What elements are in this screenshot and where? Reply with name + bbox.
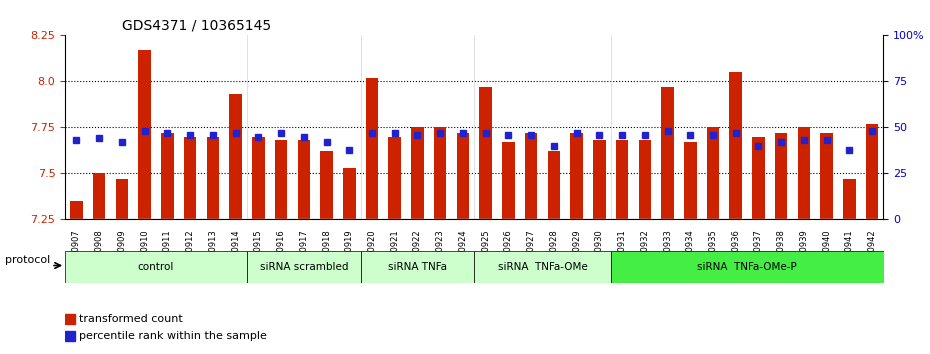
Text: control: control [138,262,174,272]
Bar [479,87,492,219]
Bar [820,133,833,219]
Bar [298,140,310,219]
Bar [844,179,856,219]
Bar [161,133,174,219]
Bar [274,140,287,219]
Bar [570,133,583,219]
Bar [365,78,379,219]
Text: siRNA TNFa: siRNA TNFa [388,262,447,272]
FancyBboxPatch shape [611,251,884,283]
FancyBboxPatch shape [361,251,474,283]
Text: transformed count: transformed count [79,314,183,324]
Bar [115,179,128,219]
Bar [616,140,629,219]
FancyBboxPatch shape [474,251,611,283]
Bar [434,127,446,219]
FancyBboxPatch shape [65,251,247,283]
Text: siRNA scrambled: siRNA scrambled [259,262,348,272]
Bar [139,50,151,219]
Bar [707,127,719,219]
Bar [343,168,355,219]
Bar [206,137,219,219]
Bar [798,127,810,219]
Bar [320,152,333,219]
Text: GDS4371 / 10365145: GDS4371 / 10365145 [123,19,272,33]
Bar [548,152,560,219]
Bar [502,142,514,219]
Bar [775,133,788,219]
Bar [593,140,605,219]
Bar [411,127,424,219]
Bar [639,140,651,219]
Bar [230,94,242,219]
Bar [93,173,105,219]
Bar [457,133,469,219]
Bar [866,124,878,219]
Bar [184,137,196,219]
Bar [752,137,764,219]
Text: siRNA  TNFa-OMe: siRNA TNFa-OMe [498,262,588,272]
Text: percentile rank within the sample: percentile rank within the sample [79,331,267,341]
Bar [70,201,83,219]
Bar [252,137,264,219]
Bar [661,87,673,219]
Text: protocol: protocol [5,255,50,265]
Bar [389,137,401,219]
Text: siRNA  TNFa-OMe-P: siRNA TNFa-OMe-P [698,262,797,272]
Bar [729,72,742,219]
Bar [684,142,697,219]
FancyBboxPatch shape [247,251,361,283]
Bar [525,133,538,219]
